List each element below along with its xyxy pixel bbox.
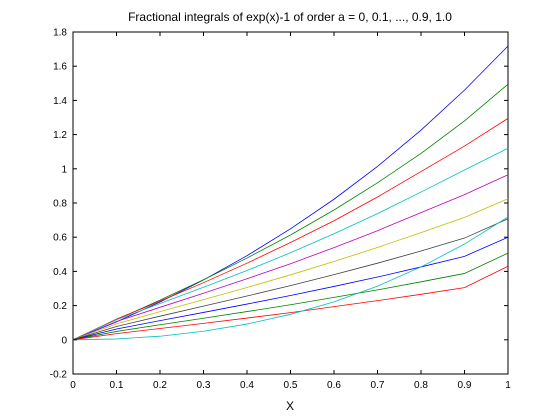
y-tick-label: 0.4 bbox=[53, 267, 67, 278]
series-line-6 bbox=[72, 198, 509, 341]
series-line-2 bbox=[72, 83, 509, 341]
x-tick-label: 1 bbox=[505, 380, 511, 391]
x-axis-label: X bbox=[286, 399, 294, 413]
axes-frame bbox=[72, 31, 509, 375]
x-tick-label: 0.9 bbox=[458, 380, 472, 391]
x-tick-label: 0.8 bbox=[414, 380, 428, 391]
y-tick-label: 0.2 bbox=[53, 301, 67, 312]
y-tick-label: 0 bbox=[61, 335, 67, 346]
series-line-7 bbox=[72, 218, 509, 341]
y-tick-label: 0.8 bbox=[53, 199, 67, 210]
y-tick-label: 1.6 bbox=[53, 62, 67, 73]
y-tick-label: 1.4 bbox=[53, 96, 67, 107]
x-tick-label: 0.2 bbox=[153, 380, 167, 391]
x-tick-label: 0.5 bbox=[284, 380, 298, 391]
plot-area-border bbox=[72, 31, 509, 375]
x-tick-label: 0.7 bbox=[371, 380, 385, 391]
y-tick-label: 1 bbox=[61, 164, 67, 175]
y-tick-label: -0.2 bbox=[50, 370, 68, 381]
series-line-8 bbox=[72, 236, 509, 341]
series-line-5 bbox=[72, 174, 509, 341]
series-line-4 bbox=[72, 147, 509, 341]
x-tick-label: 0.1 bbox=[110, 380, 124, 391]
y-tick-label: 1.2 bbox=[53, 130, 67, 141]
x-tick-label: 0.4 bbox=[240, 380, 254, 391]
x-tick-label: 0.3 bbox=[197, 380, 211, 391]
y-tick-label: 1.8 bbox=[53, 28, 67, 39]
series-layer bbox=[72, 45, 509, 341]
series-line-11 bbox=[72, 216, 509, 341]
series-line-10 bbox=[72, 265, 509, 341]
x-tick-label: 0.6 bbox=[327, 380, 341, 391]
y-tick-label: 0.6 bbox=[53, 233, 67, 244]
series-line-3 bbox=[72, 118, 509, 341]
ticks-layer: 0 0.1 0.2 0.3 0.4 0.5 0.6 0.7 0.8 0.9 1-0.200.20.4… bbox=[50, 28, 511, 392]
chart-title: Fractional integrals of exp(x)-1 of orde… bbox=[128, 10, 452, 24]
series-line-9 bbox=[72, 252, 509, 341]
x-tick-label: 0 bbox=[70, 380, 76, 391]
